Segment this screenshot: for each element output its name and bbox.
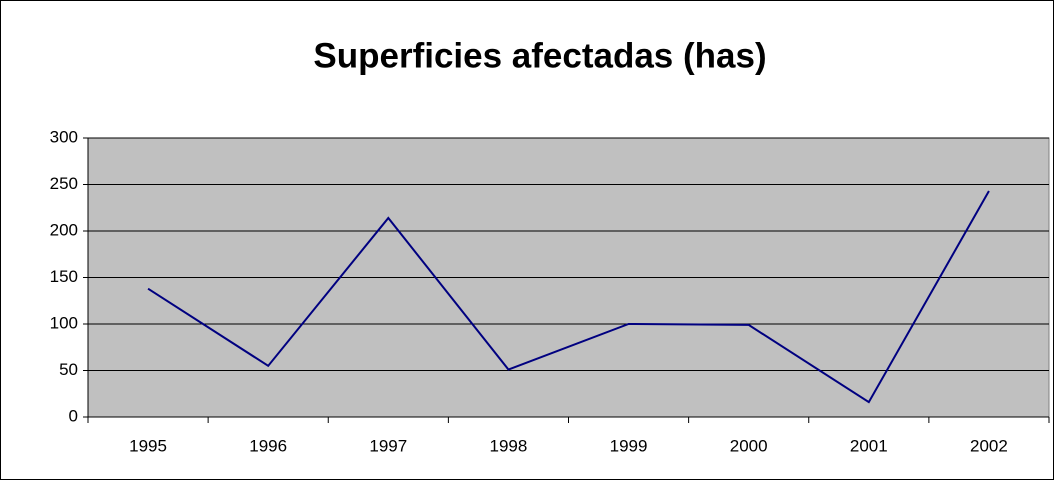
y-tick-label: 300: [50, 127, 78, 146]
x-tick-label: 2002: [970, 436, 1008, 455]
x-tick-label: 2000: [730, 436, 768, 455]
x-tick-label: 1997: [369, 436, 407, 455]
x-tick-label: 1996: [249, 436, 287, 455]
data-line: [147, 190, 990, 404]
x-tick-label: 1998: [490, 436, 528, 455]
x-tick-label: 2001: [850, 436, 888, 455]
x-tick-label: 1995: [129, 436, 167, 455]
y-tick-label: 100: [50, 313, 78, 332]
chart-title: Superficies afectadas (has): [313, 36, 766, 75]
y-tick-label: 0: [69, 406, 78, 425]
y-tick-label: 150: [50, 267, 78, 286]
y-tick-label: 250: [50, 174, 78, 193]
y-tick-label: 50: [59, 360, 78, 379]
y-tick-label: 200: [50, 220, 78, 239]
x-tick-label: 1999: [610, 436, 648, 455]
